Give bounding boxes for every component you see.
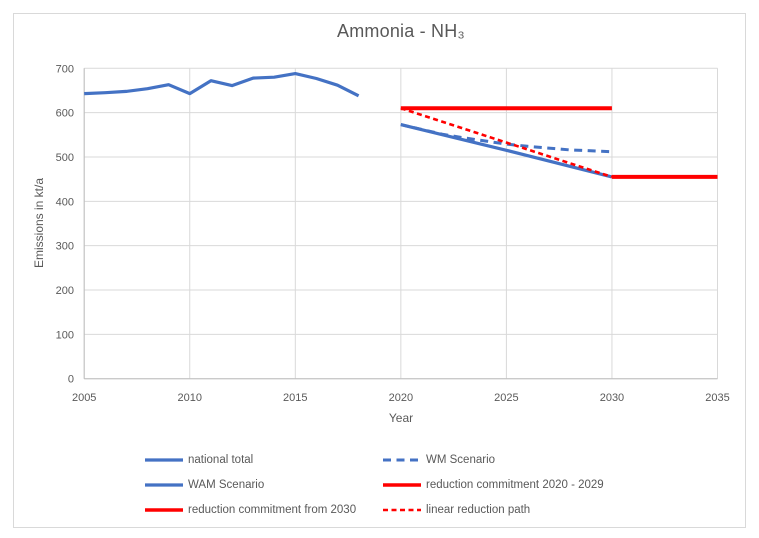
legend-item-linear-reduction-path: linear reduction path: [383, 504, 530, 516]
legend-label: reduction commitment from 2030: [188, 504, 357, 516]
series-linear-reduction-path: [400, 106, 613, 179]
legend-label: WAM Scenario: [188, 479, 265, 491]
x-tick-label: 2020: [389, 392, 413, 404]
legend-item-reduction-commitment-from-2030: reduction commitment from 2030: [145, 504, 383, 516]
dashed-line-swatch-icon: [383, 508, 421, 512]
legend-label: linear reduction path: [426, 504, 531, 516]
legend-label: WM Scenario: [426, 454, 496, 466]
legend: national total WM Scenario WAM Scenario …: [145, 453, 604, 528]
x-tick-label: 2025: [494, 392, 518, 404]
y-tick-label: 600: [56, 108, 74, 120]
legend-row: reduction commitment from 2030 linear re…: [145, 503, 604, 517]
legend-row: national total WM Scenario: [145, 453, 604, 467]
y-tick-label: 400: [56, 196, 74, 208]
y-tick-label: 100: [56, 329, 74, 341]
x-tick-label: 2015: [283, 392, 307, 404]
x-tick-label: 2035: [705, 392, 729, 404]
x-tick-label: 2005: [72, 392, 96, 404]
line-swatch-icon: [145, 508, 183, 512]
series-national-total: [84, 71, 360, 98]
dashed-line-swatch-icon: [383, 458, 421, 462]
chart-frame: [13, 13, 746, 528]
x-axis-title: Year: [388, 411, 414, 425]
line-swatch-icon: [145, 483, 183, 487]
legend-label: reduction commitment 2020 - 2029: [426, 479, 604, 491]
y-tick-label: 200: [56, 285, 74, 297]
y-tick-label: 500: [56, 152, 74, 164]
x-tick-label: 2010: [178, 392, 202, 404]
legend-item-wm-scenario: WM Scenario: [383, 454, 495, 466]
chart-title: Ammonia - NH₃: [337, 21, 465, 41]
y-tick-label: 700: [56, 63, 74, 75]
line-swatch-icon: [383, 483, 421, 487]
series-wam-scenario: [400, 123, 613, 179]
y-tick-label: 0: [68, 374, 74, 386]
x-tick-label: 2030: [600, 392, 624, 404]
legend-row: WAM Scenario reduction commitment 2020 -…: [145, 478, 604, 492]
legend-item-national-total: national total: [145, 454, 383, 466]
y-tick-label: 300: [56, 241, 74, 253]
line-swatch-icon: [145, 458, 183, 462]
legend-item-wam-scenario: WAM Scenario: [145, 479, 383, 491]
legend-label: national total: [188, 454, 254, 466]
series-wm-scenario: [400, 123, 612, 154]
legend-item-reduction-commitment-2020-2029: reduction commitment 2020 - 2029: [383, 479, 604, 491]
